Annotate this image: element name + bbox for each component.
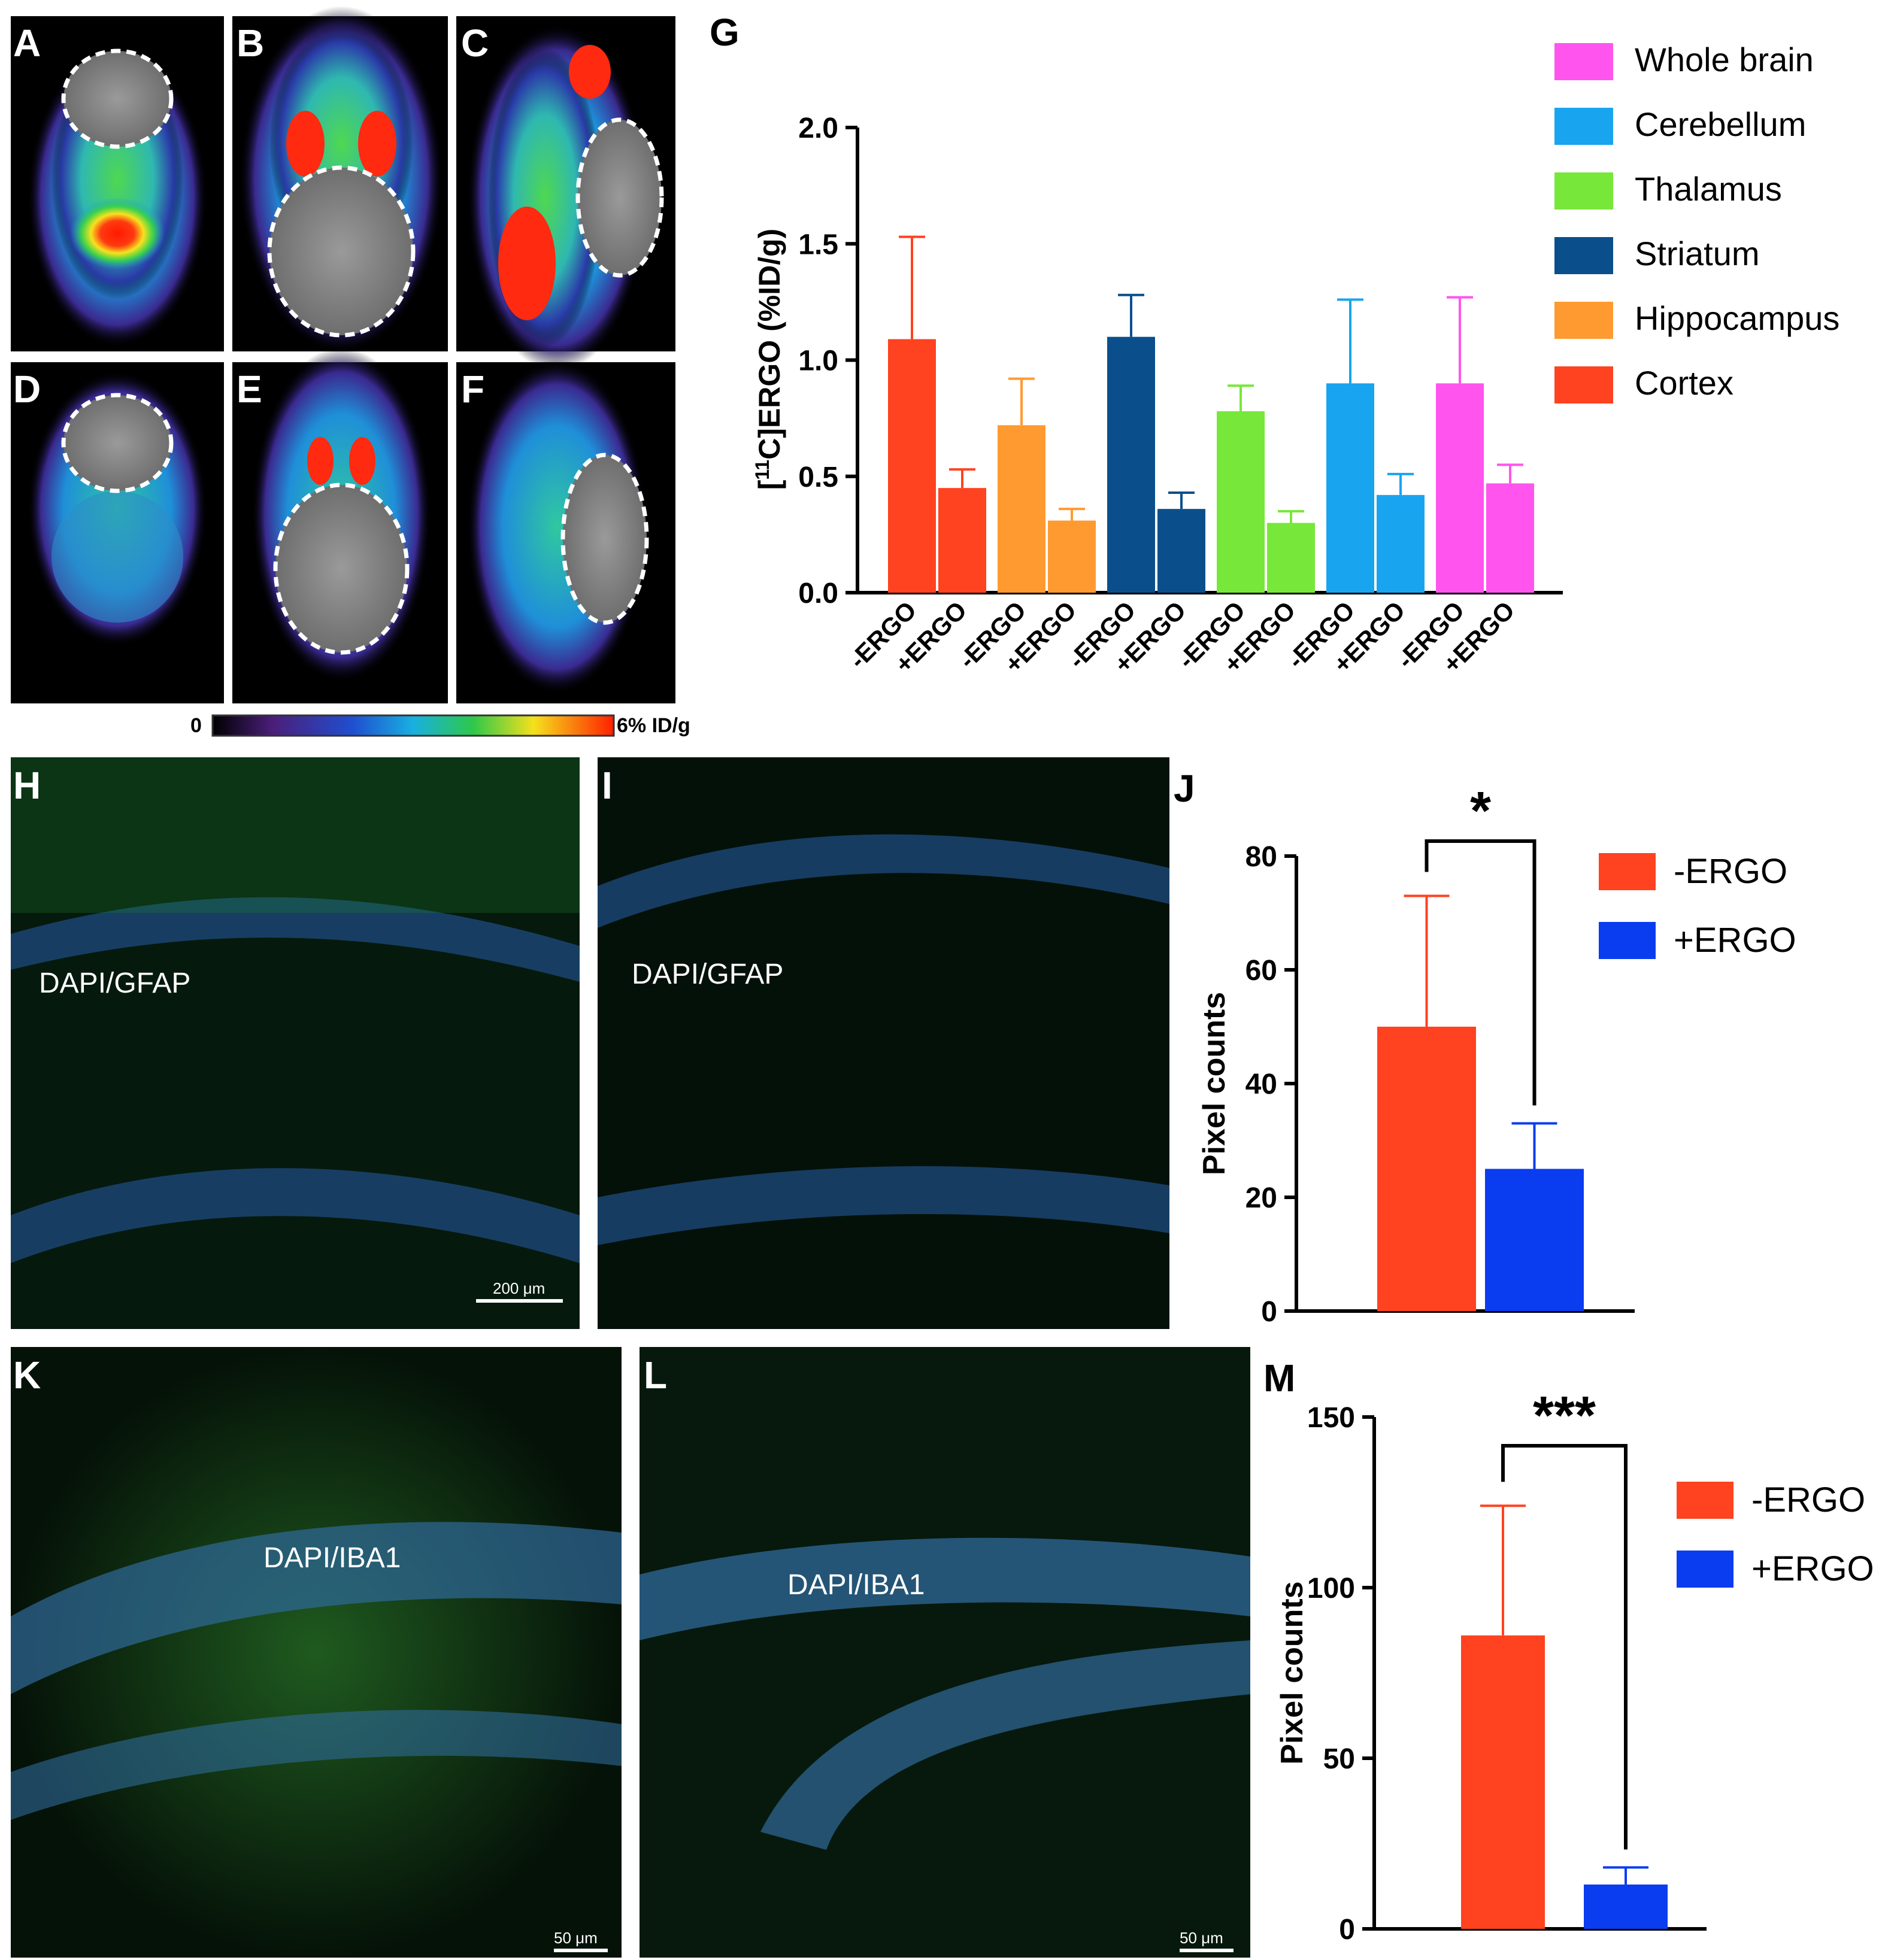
legend-swatch-J (1599, 853, 1656, 890)
chart-m: 0 50 100 150 Pixel counts *** -ERGO +ERGO (1275, 1386, 1874, 1946)
legend-label-g: Cerebellum (1635, 105, 1806, 143)
pet-image-d (11, 362, 224, 703)
bar-g (938, 488, 986, 593)
legend-swatch-g (1554, 237, 1613, 274)
y-tick-label-J: 60 (1245, 955, 1277, 987)
legend-swatch-M (1677, 1482, 1733, 1519)
scale-bar-k (554, 1949, 608, 1952)
bar-g (1048, 520, 1096, 593)
panel-label-m: M (1263, 1357, 1296, 1400)
micrograph-h (11, 757, 580, 1329)
y-tick-label-M: 100 (1307, 1573, 1355, 1604)
y-tick-label-J: 80 (1245, 841, 1277, 873)
scale-bar-l (1180, 1949, 1234, 1952)
pet-image-f (456, 359, 675, 703)
y-tick-label-g: 1.0 (798, 345, 838, 377)
legend-label-M: -ERGO (1751, 1480, 1865, 1519)
y-tick-label-J: 20 (1245, 1182, 1277, 1214)
bar-g (1217, 411, 1265, 593)
legend-label-g: Hippocampus (1635, 299, 1839, 337)
legend-label-g: Striatum (1635, 235, 1760, 272)
scale-text-l: 50 μm (1180, 1929, 1223, 1947)
bar-g (1157, 509, 1205, 593)
legend-swatch-J (1599, 922, 1656, 959)
legend-label-g: Cortex (1635, 364, 1733, 402)
significance-marker-J: * (1470, 781, 1491, 841)
legend-label-g: Thalamus (1635, 170, 1782, 208)
pet-image-b (232, 6, 448, 353)
panel-label-e: E (237, 368, 262, 411)
chart-g: 0.00.51.01.52.0[11C]ERGO (%ID/g)-ERGO+ER… (751, 41, 1839, 678)
panel-label-c: C (461, 22, 489, 65)
y-tick-label-J: 0 (1261, 1296, 1277, 1328)
significance-bracket-M (1501, 1444, 1628, 1850)
bar-J (1377, 1027, 1476, 1311)
bar-g (1486, 483, 1534, 593)
stain-label-i: DAPI/GFAP (632, 958, 784, 990)
stain-label-l: DAPI/IBA1 (787, 1569, 925, 1601)
legend-label-g: Whole brain (1635, 41, 1814, 78)
y-tick-label-g: 0.5 (798, 462, 838, 493)
colorbar-max-label: 6% ID/g (617, 714, 690, 737)
bar-g (1107, 336, 1155, 593)
panel-label-g: G (710, 11, 740, 54)
bar-g (1267, 523, 1315, 593)
pet-image-e (232, 347, 448, 703)
panel-label-f: F (461, 368, 485, 411)
y-tick-label-M: 150 (1307, 1402, 1355, 1434)
legend-swatch-M (1677, 1551, 1733, 1588)
scale-bar-h (476, 1299, 563, 1303)
legend-swatch-g (1554, 108, 1613, 145)
legend-swatch-g (1554, 43, 1613, 80)
panel-label-b: B (237, 22, 265, 65)
colorbar (211, 714, 615, 737)
panel-label-k: K (13, 1354, 41, 1397)
scale-text-k: 50 μm (554, 1929, 598, 1947)
scale-text-h: 200 μm (493, 1279, 545, 1297)
micrograph-k (11, 1347, 622, 1958)
panel-label-a: A (13, 22, 41, 65)
bar-M (1584, 1884, 1668, 1929)
y-axis-label-g: [11C]ERGO (%ID/g) (751, 229, 786, 490)
legend-label-J: -ERGO (1674, 852, 1787, 891)
legend-label-J: +ERGO (1674, 921, 1796, 960)
legend-swatch-g (1554, 302, 1613, 339)
pet-image-a (11, 16, 224, 351)
y-tick-label-M: 50 (1323, 1743, 1355, 1775)
chart-j: 0 20 40 60 80 Pixel counts * -ERGO +ERGO (1197, 781, 1796, 1328)
stain-label-k: DAPI/IBA1 (263, 1542, 401, 1574)
legend-swatch-g (1554, 366, 1613, 403)
y-tick-label-J: 40 (1245, 1069, 1277, 1100)
bar-J (1485, 1169, 1584, 1311)
y-tick-label-g: 0.0 (798, 578, 838, 609)
legend-label-M: +ERGO (1751, 1549, 1874, 1588)
y-axis-label-M: Pixel counts (1275, 1581, 1310, 1764)
micrograph-l (640, 1347, 1250, 1958)
bar-M (1461, 1635, 1545, 1929)
y-tick-label-g: 1.5 (798, 229, 838, 260)
significance-marker-M: *** (1533, 1386, 1596, 1446)
panel-label-l: L (644, 1354, 668, 1397)
significance-bracket-J (1425, 839, 1536, 1106)
bar-g (888, 339, 936, 593)
y-tick-label-g: 2.0 (798, 113, 838, 144)
bar-g (1326, 383, 1374, 593)
panel-label-i: I (602, 764, 613, 807)
panel-label-h: H (13, 764, 41, 807)
bar-g (998, 425, 1045, 593)
bar-g (1436, 383, 1484, 593)
stain-label-h: DAPI/GFAP (39, 967, 191, 999)
bar-g (1377, 494, 1425, 593)
legend-swatch-g (1554, 172, 1613, 210)
y-tick-label-M: 0 (1339, 1914, 1355, 1946)
micrograph-i (598, 757, 1169, 1329)
colorbar-min-label: 0 (190, 714, 202, 737)
panel-label-d: D (13, 368, 41, 411)
y-axis-label-J: Pixel counts (1197, 992, 1232, 1175)
pet-image-c (456, 16, 675, 371)
panel-label-j: J (1174, 767, 1195, 810)
